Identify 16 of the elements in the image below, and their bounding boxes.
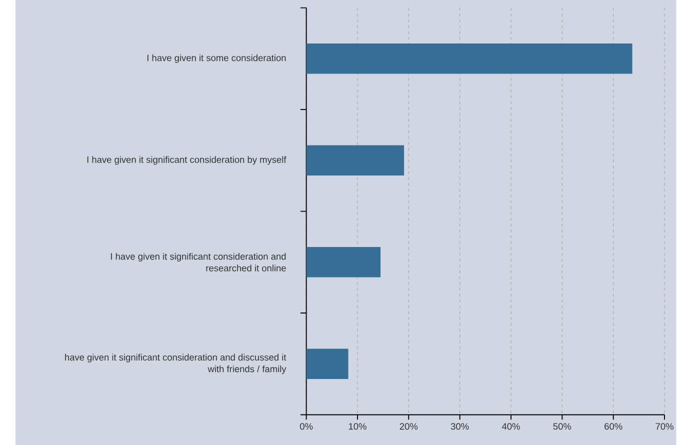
y-tick-label: I have given it significant consideration by myself [87,156,286,165]
x-tick-label: 70% [656,423,674,430]
bar [306,145,404,176]
x-tick-label: 50% [553,423,572,430]
bar [306,44,632,74]
x-tick-label: 20% [400,423,418,430]
bar [306,247,381,278]
x-tick-label: 60% [604,423,622,430]
y-tick-label: have given it significant consideration and discussed it with friends / family [65,354,286,374]
bar [306,348,348,380]
y-tick-label: I have given it significant consideration and researched it online [111,252,286,272]
x-tick-label: 40% [502,423,520,430]
y-tick-label: I have given it some consideration [147,54,286,63]
x-tick-label: 30% [450,423,469,430]
x-tick-label: 0% [300,423,313,430]
x-tick-label: 10% [348,423,366,430]
